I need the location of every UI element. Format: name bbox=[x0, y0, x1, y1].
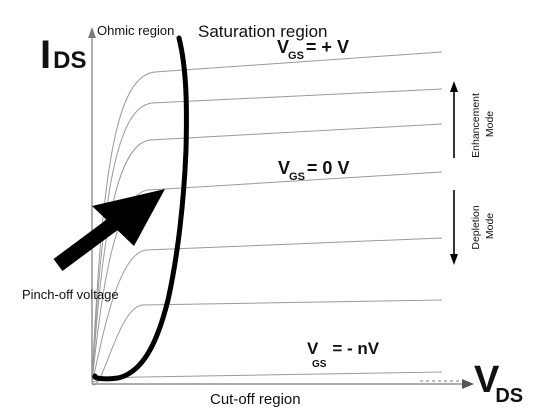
drain-curve-1 bbox=[91, 51, 443, 385]
enhancement-arrow bbox=[450, 81, 458, 158]
drain-curve-5 bbox=[91, 237, 443, 385]
enhancement-mode-label: Enhancement Mode bbox=[470, 90, 496, 158]
drain-curves bbox=[91, 51, 443, 386]
depletion-arrow bbox=[450, 190, 458, 265]
drain-curve-4 bbox=[91, 171, 443, 385]
vgs-neg-label-main: V = - nV bbox=[307, 339, 380, 358]
x-axis-label: VDS bbox=[474, 359, 523, 407]
vgs-neg-label-sub: GS bbox=[312, 359, 327, 370]
depletion-mode-label: Depletion Mode bbox=[470, 202, 496, 249]
saturation-region-label: Saturation region bbox=[198, 22, 327, 41]
cutoff-curve bbox=[91, 371, 443, 383]
x-axis-arrowhead bbox=[462, 379, 474, 389]
cutoff-region-label: Cut-off region bbox=[210, 391, 301, 408]
vgs-zero-label: VGS = 0 V bbox=[278, 158, 349, 183]
pinch-off-arrow bbox=[53, 189, 165, 272]
pinch-off-boundary bbox=[92, 35, 189, 382]
drain-curve-2 bbox=[91, 88, 443, 385]
y-axis-label: IDS bbox=[40, 33, 86, 77]
vgs-plus-label: VGS = + V bbox=[277, 37, 349, 62]
drain-curve-3 bbox=[91, 123, 443, 385]
drain-curve-6 bbox=[91, 299, 443, 386]
ohmic-region-label: Ohmic region bbox=[97, 23, 174, 38]
pinch-off-label: Pinch-off voltage bbox=[22, 287, 119, 302]
y-axis-arrowhead bbox=[88, 27, 96, 38]
